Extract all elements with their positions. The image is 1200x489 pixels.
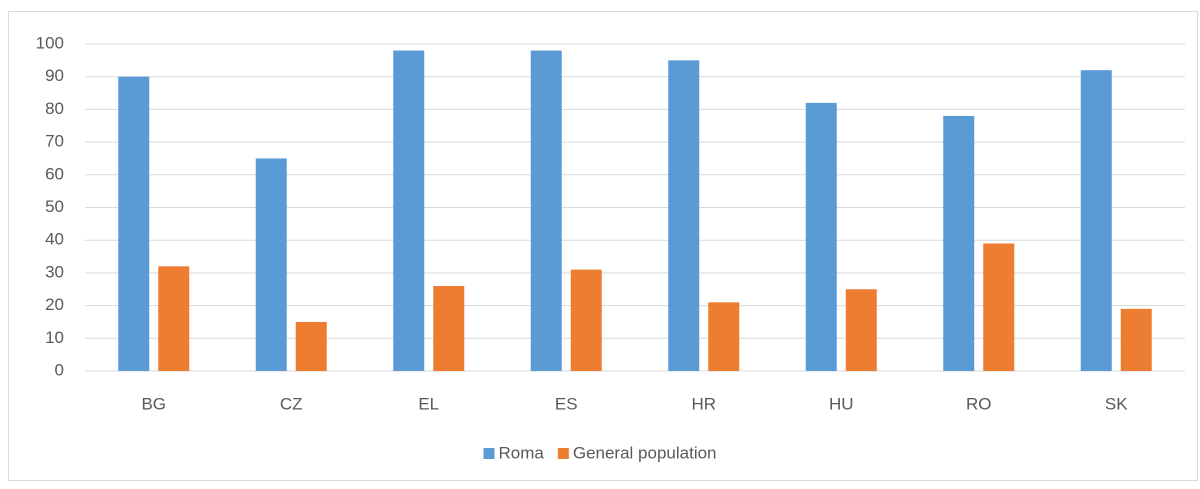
y-tick-label: 0 <box>55 360 64 379</box>
bar <box>845 289 877 371</box>
x-tick-label: ES <box>555 394 578 413</box>
x-tick-label: BG <box>141 394 166 413</box>
y-tick-label: 100 <box>36 33 64 52</box>
bar <box>393 50 425 371</box>
bar <box>118 76 150 371</box>
bar <box>255 158 287 371</box>
y-tick-label: 10 <box>45 328 64 347</box>
bar <box>668 60 700 371</box>
bar <box>1080 70 1112 371</box>
legend-label: Roma <box>498 443 544 462</box>
y-tick-label: 80 <box>45 99 64 118</box>
x-tick-label: EL <box>418 394 439 413</box>
bar <box>805 102 837 372</box>
x-tick-label: SK <box>1105 394 1128 413</box>
legend-swatch <box>557 448 569 459</box>
chart-frame <box>8 11 1198 481</box>
x-tick-label: HR <box>691 394 716 413</box>
bar <box>530 50 562 371</box>
bar <box>158 266 190 371</box>
bar <box>983 243 1015 371</box>
bar <box>943 115 975 371</box>
y-tick-label: 70 <box>45 132 64 151</box>
y-tick-label: 90 <box>45 66 64 85</box>
x-tick-label: RO <box>966 394 992 413</box>
legend-label: General population <box>573 443 717 462</box>
bar <box>570 269 602 371</box>
bar <box>1120 308 1152 371</box>
bar <box>433 285 465 371</box>
x-tick-label: HU <box>829 394 854 413</box>
legend-swatch <box>483 448 495 459</box>
y-tick-label: 40 <box>45 230 64 249</box>
bar <box>295 321 327 371</box>
y-tick-label: 20 <box>45 295 64 314</box>
y-tick-label: 30 <box>45 262 64 281</box>
y-tick-label: 50 <box>45 197 64 216</box>
y-tick-label: 60 <box>45 164 64 183</box>
bar <box>708 302 740 371</box>
x-tick-label: CZ <box>280 394 303 413</box>
